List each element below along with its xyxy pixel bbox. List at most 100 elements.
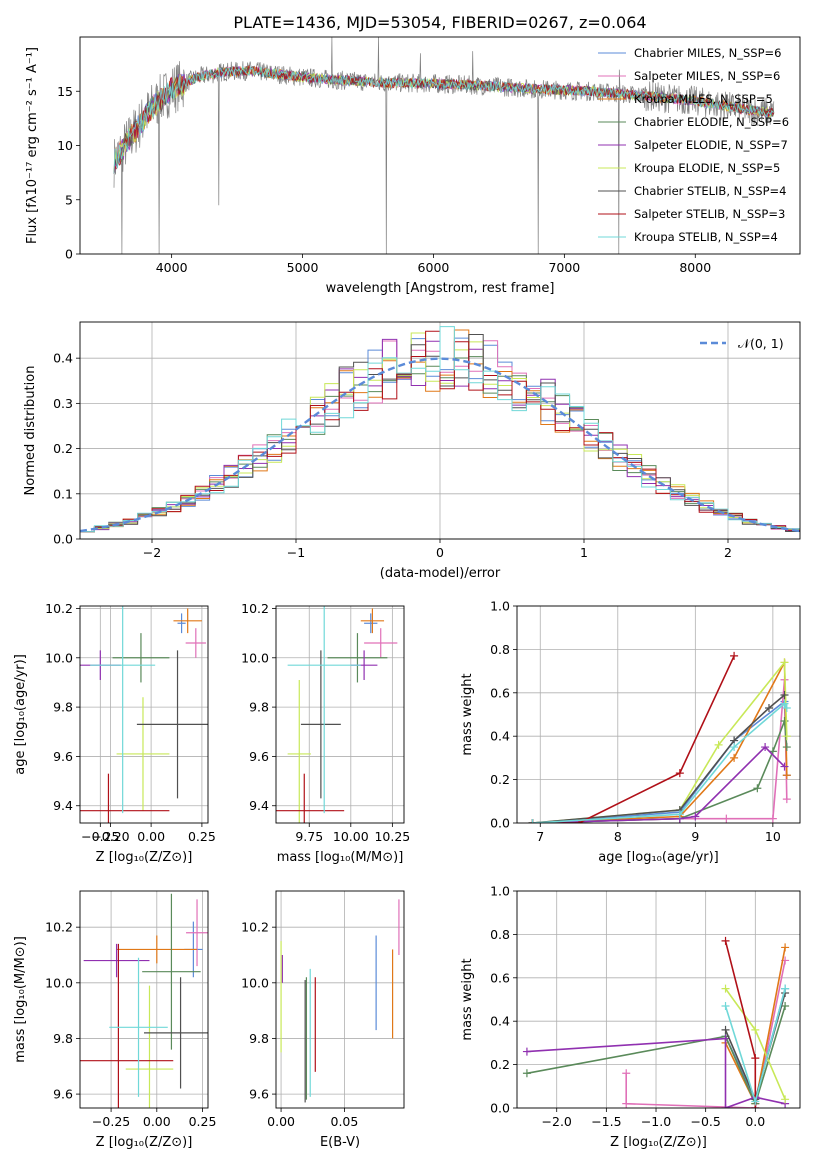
y-axis-label: mass weight: [460, 673, 475, 755]
y-tick-label: 9.6: [249, 749, 269, 764]
x-tick-label: −2: [143, 545, 161, 560]
plot-area: [80, 326, 800, 533]
x-axis-label: wavelength [Angstrom, rest frame]: [326, 281, 555, 296]
x-tick-label: 10: [765, 829, 781, 844]
axes-frame: [79, 890, 209, 1109]
mass-weight-line: [532, 694, 786, 823]
x-tick-label: −2.0: [542, 1114, 572, 1129]
plot-area: [276, 606, 398, 823]
y-tick-label: 5: [65, 192, 73, 207]
y-tick-label: 1.0: [490, 599, 510, 614]
x-tick-label: −1.0: [641, 1114, 671, 1129]
x-tick-label: 0: [436, 545, 444, 560]
mass-weight-line: [526, 1037, 786, 1108]
x-axis-label: mass [log₁₀(M/M⊙)]: [277, 850, 404, 865]
data-point-marker: [721, 1025, 730, 1034]
x-tick-label: 4000: [156, 260, 188, 275]
x-tick-label: 0.25: [189, 1114, 217, 1129]
data-point-marker: [730, 743, 739, 752]
data-point-marker: [782, 795, 791, 804]
data-point-marker: [780, 699, 789, 708]
x-axis-label: Z [log₁₀(Z/Z⊙)]: [96, 1135, 193, 1150]
x-tick-label: 0.00: [137, 829, 165, 844]
data-point-marker: [721, 936, 730, 945]
axes-frame: [275, 605, 405, 824]
data-point-marker: [780, 658, 789, 667]
data-point-marker: [730, 753, 739, 762]
x-tick-label: 0.00: [267, 1114, 295, 1129]
model-spectrum-line: [113, 64, 775, 174]
y-tick-label: 0.8: [490, 927, 510, 942]
x-tick-label: 9: [691, 829, 699, 844]
y-tick-label: 1.0: [490, 884, 510, 899]
x-tick-label: 1: [580, 545, 588, 560]
y-tick-label: 15: [57, 84, 73, 99]
age-vs-mass-panel: 9.75 10.00 10.25 9.4 9.6 9.8 10.0 10.2 mass [log…: [241, 601, 410, 865]
y-tick-label: 9.6: [53, 1087, 73, 1102]
x-tick-label: 10.25: [374, 829, 410, 844]
x-tick-label: 0.25: [188, 829, 216, 844]
y-tick-label: 0.2: [490, 1057, 510, 1072]
legend-label: Kroupa MILES, N_SSP=5: [634, 92, 773, 106]
axes-frame: [275, 890, 405, 1109]
y-tick-label: 0.0: [490, 1101, 510, 1116]
data-point-marker: [522, 1069, 531, 1078]
data-point-marker: [721, 1034, 730, 1043]
mass-weight-line: [532, 660, 788, 823]
legend-label: Salpeter STELIB, N_SSP=3: [634, 207, 785, 221]
y-tick-label: 0.0: [490, 816, 510, 831]
data-point-marker: [761, 743, 770, 752]
x-tick-label: −0.25: [92, 1114, 130, 1129]
x-tick-label: −1: [287, 545, 305, 560]
x-tick-label: −0.20: [91, 829, 129, 844]
y-tick-label: 0.4: [53, 351, 73, 366]
y-tick-label: 10: [57, 138, 73, 153]
legend-label: 𝒩(0, 1): [738, 336, 784, 351]
y-tick-label: 10.2: [241, 601, 269, 616]
data-point-marker: [675, 810, 684, 819]
legend-label: Chabrier STELIB, N_SSP=4: [634, 184, 786, 198]
data-point-marker: [782, 703, 791, 712]
y-tick-label: 9.6: [249, 1087, 269, 1102]
y-tick-label: 0.2: [53, 441, 73, 456]
data-point-marker: [780, 762, 789, 771]
weight-vs-age-panel: 7 8 9 10 0.0 0.2 0.4 0.6 0.8 1.0 age [log₁₀(age/yr…: [460, 599, 801, 865]
mass-vs-metallicity-panel: −0.25 0.00 0.25 9.6 9.8 10.0 10.2 Z [log₁₀(Z/Z⊙…: [13, 890, 217, 1150]
x-axis-label: Z [log₁₀(Z/Z⊙)]: [610, 1135, 707, 1150]
x-tick-label: −1.5: [591, 1114, 621, 1129]
x-tick-label: 0.05: [331, 1114, 359, 1129]
y-axis-label: mass weight: [460, 958, 475, 1040]
x-tick-label: 7000: [548, 260, 580, 275]
data-point-marker: [691, 812, 700, 821]
normal-distribution-curve: [80, 357, 800, 533]
figure-title: PLATE=1436, MJD=53054, FIBERID=0267, z=0…: [233, 13, 646, 32]
x-axis-label: (data-model)/error: [380, 566, 501, 581]
legend-label: Chabrier ELODIE, N_SSP=6: [634, 115, 789, 129]
data-point-marker: [782, 732, 791, 741]
x-tick-label: 5000: [287, 260, 319, 275]
data-point-marker: [751, 1054, 760, 1063]
x-tick-label: 9.75: [295, 829, 323, 844]
data-point-marker: [781, 1002, 790, 1011]
mass-weight-line: [532, 655, 735, 823]
plot-area: [80, 893, 208, 1108]
spectrum-panel: 4000 5000 6000 7000 8000 0 5 10 15 wavelength [An…: [25, 36, 801, 296]
y-axis-label: Normed distribution: [23, 366, 38, 496]
axes-frame: [516, 890, 801, 1109]
plot-area: [522, 936, 790, 1108]
y-tick-label: 10.0: [45, 650, 73, 665]
x-tick-label: 0.0: [745, 1114, 765, 1129]
y-tick-label: 10.0: [45, 975, 73, 990]
x-tick-label: 0.00: [143, 1114, 171, 1129]
mass-weight-line: [532, 679, 788, 823]
data-point-marker: [730, 651, 739, 660]
y-tick-label: 0.3: [53, 396, 73, 411]
residual-histogram-panel: −2 −1 0 1 2 0.0 0.1 0.2 0.3 0.4 (data-model)/error…: [23, 321, 801, 581]
data-point-marker: [782, 743, 791, 752]
data-point-marker: [780, 690, 789, 699]
y-tick-label: 10.2: [45, 601, 73, 616]
y-tick-label: 9.8: [249, 700, 269, 715]
y-tick-label: 9.8: [53, 700, 73, 715]
data-point-marker: [751, 1097, 760, 1106]
axes-frame: [79, 36, 801, 255]
